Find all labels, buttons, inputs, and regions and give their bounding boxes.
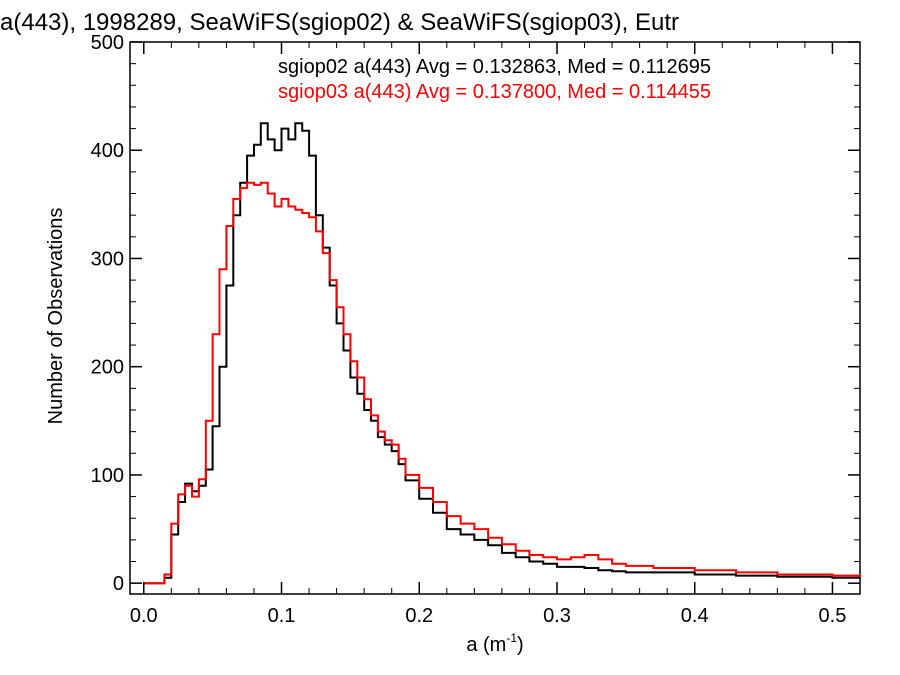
annotation-sgiop02: sgiop02 a(443) Avg = 0.132863, Med = 0.1… [278, 56, 711, 78]
series-line-1 [143, 181, 861, 585]
x-tick-label-3: 0.3 [543, 605, 571, 627]
x-tick-label-0: 0.0 [130, 605, 158, 627]
x-tick-label-2: 0.2 [405, 605, 433, 627]
y-tick-label-0: 0 [113, 573, 124, 595]
x-tick-label-1: 0.1 [268, 605, 296, 627]
x-axis-label-exponent: -1 [506, 631, 517, 645]
y-tick-label-4: 400 [91, 140, 124, 162]
plot-border [129, 41, 861, 595]
x-axis-label-main: a (m [466, 634, 506, 656]
series-line-0 [143, 122, 860, 585]
annotation-sgiop03: sgiop03 a(443) Avg = 0.137800, Med = 0.1… [278, 81, 711, 103]
plot-frame [129, 41, 861, 595]
y-tick-label-5: 500 [91, 32, 124, 54]
y-tick-label-3: 300 [91, 248, 124, 270]
x-tick-label-5: 0.5 [819, 605, 847, 627]
y-axis-label: Number of Observations [45, 208, 67, 425]
x-axis-label: a (m-1) [466, 631, 523, 656]
x-tick-label-4: 0.4 [681, 605, 709, 627]
series-layer [143, 122, 861, 585]
ticks-layer: 0.0 0.1 0.2 0.3 0.4 0.5 0 100 200 300 400 500 [91, 32, 861, 627]
y-tick-label-1: 100 [91, 465, 124, 487]
y-tick-label-2: 200 [91, 357, 124, 379]
chart-title: a(443), 1998289, SeaWiFS(sgiop02) & SeaW… [0, 9, 679, 36]
x-axis-label-close: ) [517, 634, 524, 656]
